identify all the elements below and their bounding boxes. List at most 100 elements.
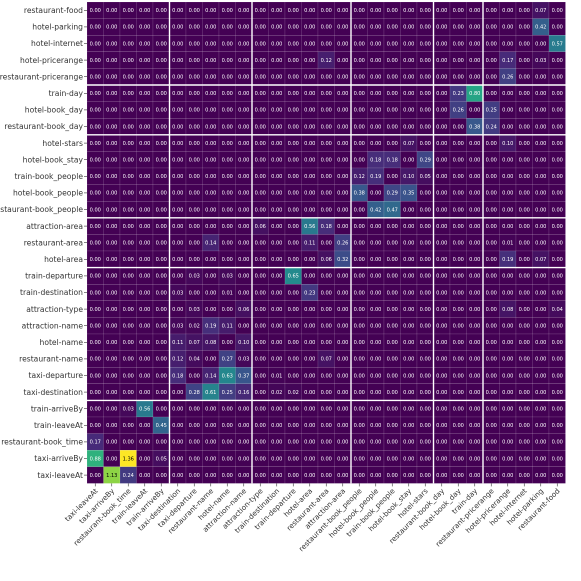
cell-value-label: 0.00 [502,224,513,230]
cell-value-label: 0.00 [337,207,348,213]
cell-value-label: 0.00 [222,191,233,197]
cell-value-label: 0.00 [403,58,414,64]
cell-value-label: 0.00 [255,8,266,14]
cell-value-label: 0.00 [370,224,381,230]
row-label: attraction-name [22,321,84,330]
row-label: hotel-internet [31,39,83,48]
cell-value-label: 0.00 [519,324,530,330]
cell-value-label: 0.26 [337,241,348,247]
cell-value-label: 0.00 [139,75,150,81]
cell-value-label: 0.00 [519,290,530,296]
cell-value-label: 0.00 [304,58,315,64]
cell-value-label: 0.00 [156,8,167,14]
cell-value-label: 0.00 [387,407,398,413]
cell-value-label: 0.65 [288,274,299,280]
cell-value-label: 0.00 [453,307,464,313]
cell-value-label: 0.00 [238,108,249,114]
cell-value-label: 0.00 [453,423,464,429]
cell-value-label: 0.00 [535,274,546,280]
cell-value-label: 0.00 [321,473,332,479]
cell-value-label: 0.00 [205,473,216,479]
cell-value-label: 0.00 [139,473,150,479]
cell-value-label: 0.00 [502,124,513,130]
cell-value-label: 0.00 [354,357,365,363]
cell-value-label: 1.36 [123,456,134,462]
cell-value-label: 0.00 [255,257,266,263]
cell-value-label: 0.00 [90,357,101,363]
cell-value-label: 0.00 [535,207,546,213]
cell-value-label: 0.00 [205,174,216,180]
cell-value-label: 0.00 [156,257,167,263]
cell-value-label: 0.00 [502,158,513,164]
cell-value-label: 0.00 [321,324,332,330]
cell-value-label: 0.00 [123,41,134,47]
cell-value-label: 0.00 [304,440,315,446]
cell-value-label: 0.06 [238,307,249,313]
cell-value-label: 0.00 [156,25,167,31]
row-label: restaurant-book_time [1,438,83,447]
cell-value-label: 0.00 [288,357,299,363]
cell-value-label: 0.00 [552,473,563,479]
cell-value-label: 0.00 [205,58,216,64]
cell-value-label: 0.00 [304,390,315,396]
cell-value-label: 0.00 [255,174,266,180]
cell-value-label: 0.00 [139,307,150,313]
cell-value-label: 0.00 [271,91,282,97]
cell-value-label: 0.00 [502,41,513,47]
cell-value-label: 0.00 [106,324,117,330]
cell-value-label: 0.00 [552,25,563,31]
cell-value-label: 0.00 [420,124,431,130]
cell-value-label: 0.00 [337,373,348,379]
cell-value-label: 0.01 [222,290,233,296]
cell-value-label: 0.00 [156,290,167,296]
cell-value-label: 0.00 [222,141,233,147]
cell-value-label: 0.00 [189,75,200,81]
cell-value-label: 0.00 [123,324,134,330]
cell-value-label: 0.00 [552,407,563,413]
cell-value-label: 0.00 [387,8,398,14]
cell-value-label: 0.00 [321,75,332,81]
cell-value-label: 0.00 [354,124,365,130]
cell-value-label: 0.00 [552,340,563,346]
cell-value-label: 0.00 [205,75,216,81]
cell-value-label: 0.00 [238,41,249,47]
cell-value-label: 0.00 [156,473,167,479]
cell-value-label: 0.00 [519,75,530,81]
cell-value-label: 0.00 [139,373,150,379]
cell-value-label: 0.00 [403,224,414,230]
cell-value-label: 0.00 [370,191,381,197]
row-label: train-book_people [15,172,84,181]
cell-value-label: 0.00 [271,241,282,247]
cell-value-label: 0.00 [387,91,398,97]
cell-value-label: 0.00 [304,191,315,197]
cell-value-label: 0.07 [321,357,332,363]
cell-value-label: 0.00 [469,108,480,114]
cell-value-label: 0.00 [436,373,447,379]
cell-value-label: 0.00 [436,91,447,97]
cell-value-label: 0.00 [354,91,365,97]
cell-value-label: 0.00 [420,8,431,14]
cell-value-label: 0.00 [337,340,348,346]
row-label: hotel-stars [42,139,83,148]
cell-value-label: 0.00 [420,257,431,263]
row-label: train-destination [20,288,83,297]
cell-value-label: 0.00 [222,257,233,263]
cell-value-label: 0.00 [205,423,216,429]
cell-value-label: 0.00 [238,274,249,280]
cell-value-label: 0.00 [486,290,497,296]
cell-value-label: 0.00 [370,108,381,114]
cell-value-label: 0.00 [436,25,447,31]
cell-value-label: 0.00 [387,141,398,147]
cell-value-label: 0.00 [222,456,233,462]
cell-value-label: 0.00 [552,373,563,379]
cell-value-label: 0.03 [172,290,183,296]
cell-value-label: 0.00 [321,41,332,47]
cell-value-label: 0.00 [288,191,299,197]
cell-value-label: 0.00 [387,456,398,462]
cell-value-label: 0.00 [271,257,282,263]
cell-value-label: 0.00 [90,473,101,479]
cell-value-label: 0.00 [469,390,480,396]
cell-value-label: 0.80 [469,91,480,97]
cell-value-label: 0.00 [304,473,315,479]
cell-value-label: 0.00 [453,174,464,180]
